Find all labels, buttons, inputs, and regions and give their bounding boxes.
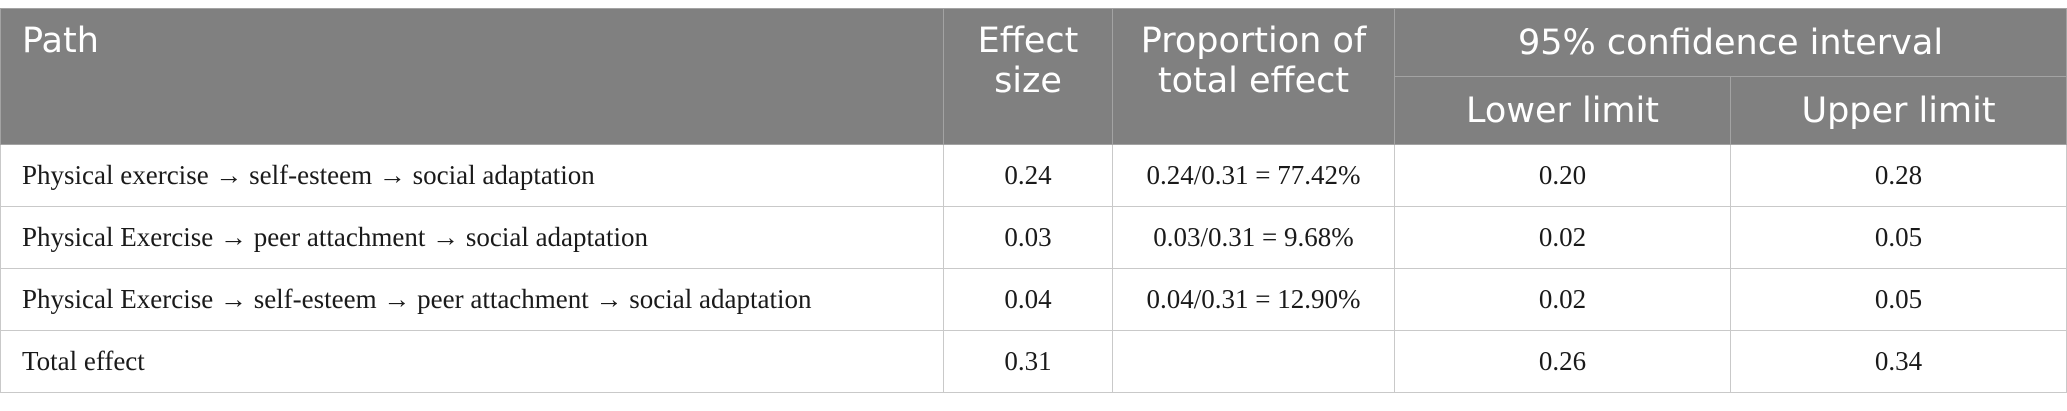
- header-subrow: Lower limit Upper limit: [1, 76, 2067, 145]
- table-body: Physical exercise → self-esteem → social…: [0, 144, 2067, 393]
- cell-proportion: 0.04/0.31 = 12.90%: [1112, 268, 1395, 331]
- table-header: Path Effect size Proportion of total effec…: [0, 8, 2067, 145]
- cell-upper-limit: 0.28: [1729, 144, 2067, 207]
- header-effect-size: Effect size: [943, 8, 1113, 145]
- cell-proportion: [1112, 330, 1395, 393]
- cell-upper-limit: 0.34: [1729, 330, 2067, 393]
- table-row: Physical exercise → self-esteem → social…: [0, 144, 2067, 207]
- cell-lower-limit: 0.20: [1394, 144, 1731, 207]
- cell-path: Total effect: [0, 330, 944, 393]
- mediation-effects-table: Path Effect size Proportion of total effec…: [0, 8, 2067, 393]
- cell-proportion: 0.24/0.31 = 77.42%: [1112, 144, 1395, 207]
- table-row: Total effect 0.31 0.26 0.34: [0, 330, 2067, 393]
- cell-effect-size: 0.24: [943, 144, 1113, 207]
- cell-effect-size: 0.31: [943, 330, 1113, 393]
- cell-path: Physical Exercise → self-esteem → peer a…: [0, 268, 944, 331]
- cell-effect-size: 0.03: [943, 206, 1113, 269]
- table-row: Physical Exercise → peer attachment → so…: [0, 206, 2067, 269]
- cell-effect-size: 0.04: [943, 268, 1113, 331]
- header-upper-limit: Upper limit: [1729, 76, 2067, 145]
- cell-lower-limit: 0.02: [1394, 206, 1731, 269]
- header-lower-limit: Lower limit: [1394, 76, 1731, 145]
- cell-lower-limit: 0.02: [1394, 268, 1731, 331]
- header-proportion-line2: total effect: [1157, 61, 1350, 101]
- cell-lower-limit: 0.26: [1394, 330, 1731, 393]
- cell-path: Physical exercise → self-esteem → social…: [0, 144, 944, 207]
- header-effect-size-line2: size: [994, 61, 1062, 101]
- header-path: Path: [0, 8, 944, 145]
- header-row: Path Effect size Proportion of total effec…: [0, 8, 2067, 145]
- cell-proportion: 0.03/0.31 = 9.68%: [1112, 206, 1395, 269]
- header-proportion: Proportion of total effect: [1112, 8, 1395, 145]
- cell-upper-limit: 0.05: [1729, 268, 2067, 331]
- table-row: Physical Exercise → self-esteem → peer a…: [0, 268, 2067, 331]
- header-effect-size-line1: Effect: [977, 21, 1079, 61]
- header-proportion-line1: Proportion of: [1140, 21, 1367, 61]
- header-confidence-interval: 95% confidence interval: [1393, 8, 2067, 77]
- cell-upper-limit: 0.05: [1729, 206, 2067, 269]
- cell-path: Physical Exercise → peer attachment → so…: [0, 206, 944, 269]
